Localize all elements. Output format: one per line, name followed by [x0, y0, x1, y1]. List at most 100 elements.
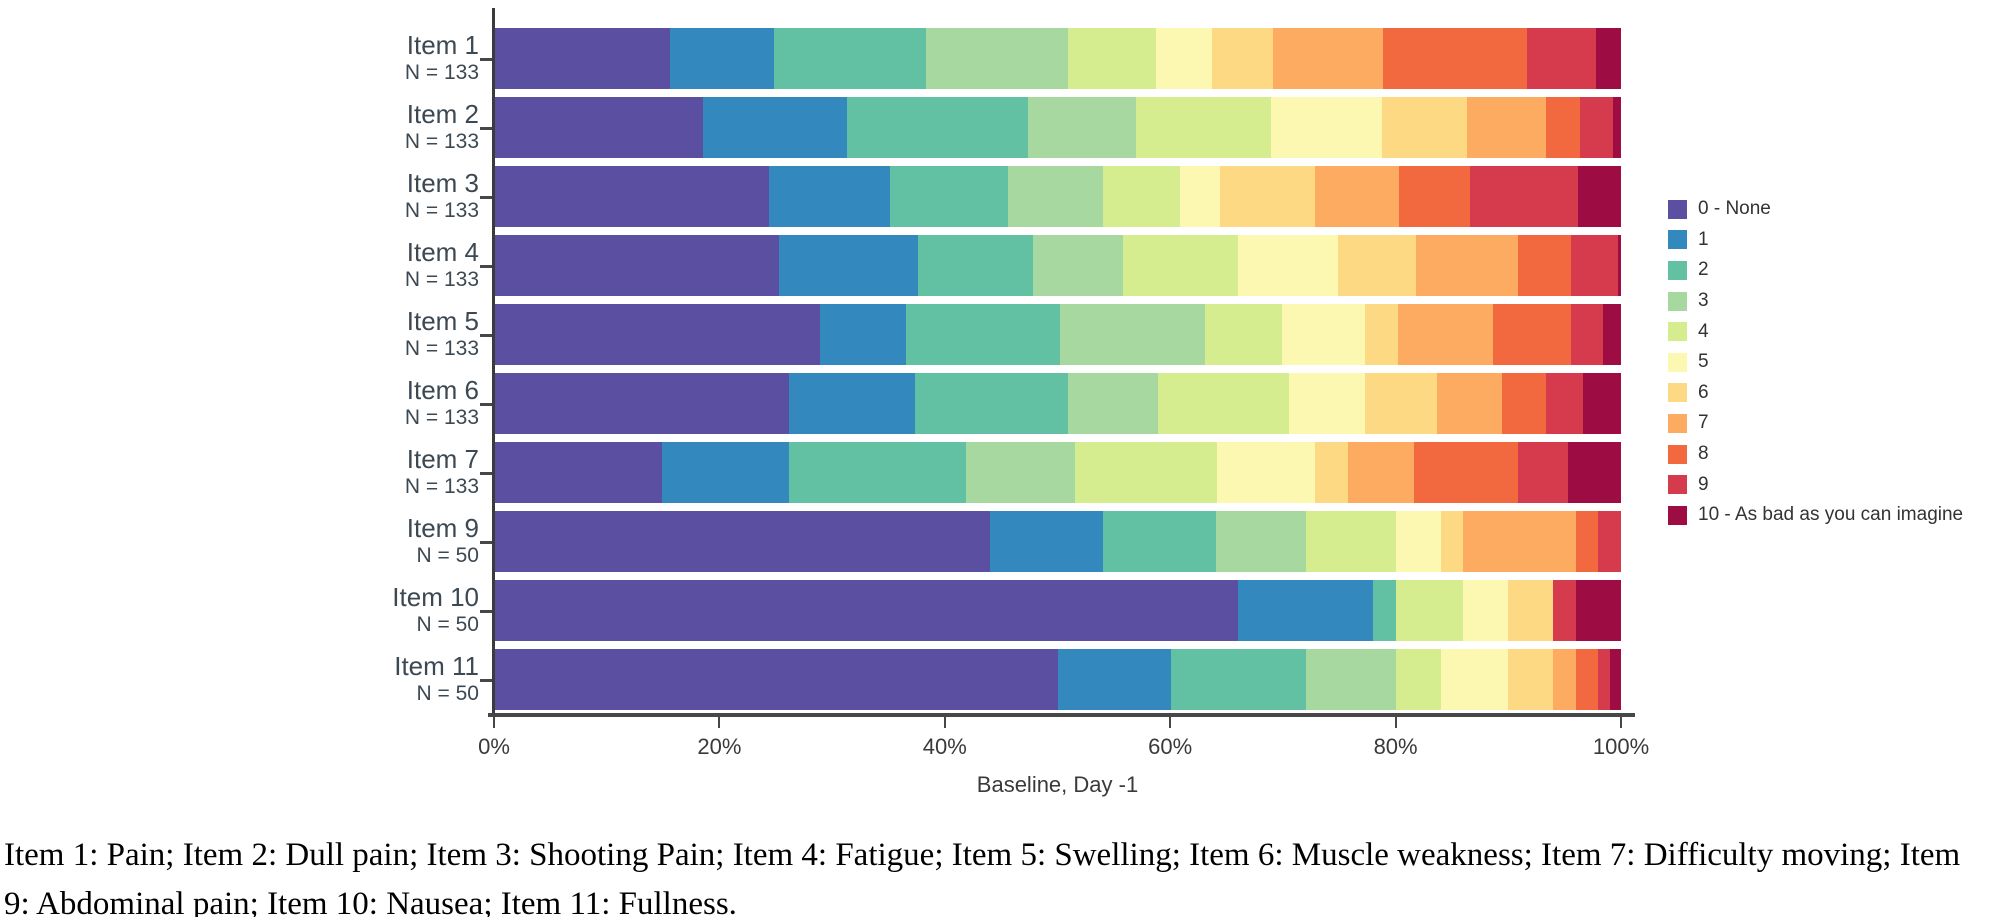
y-axis-tick: [480, 678, 493, 682]
row-item-name: Item 3: [406, 168, 479, 198]
legend-label: 4: [1698, 320, 1709, 342]
bar-segment-score-1: [778, 235, 919, 296]
legend-swatch: [1668, 260, 1687, 280]
bar-segment-score-0: [495, 649, 1058, 710]
bar-segment-score-5: [1216, 442, 1315, 503]
row-item-name: Item 6: [406, 375, 479, 405]
stacked-bar: [495, 97, 1621, 158]
bar-segment-score-3: [1008, 166, 1103, 227]
bar-segment-score-7: [1463, 511, 1576, 572]
bar-segment-score-7: [1273, 28, 1384, 89]
bar-segment-score-0: [495, 166, 769, 227]
row-item-name: Item 10: [392, 582, 479, 612]
bar-segment-score-9: [1598, 649, 1610, 710]
bar-segment-score-4: [1158, 373, 1289, 434]
bar-segment-score-0: [495, 511, 991, 572]
bar-segment-score-10: [1602, 304, 1621, 365]
legend-entry: 0 - None: [1668, 194, 1963, 225]
bar-segment-score-6: [1365, 373, 1438, 434]
legend-label: 0 - None: [1698, 198, 1771, 220]
bar-segment-score-4: [1395, 580, 1464, 641]
x-axis-tick: [1620, 717, 1622, 728]
bar-segment-score-3: [1027, 97, 1136, 158]
bar-segment-score-10: [1578, 166, 1621, 227]
stacked-bar: [495, 649, 1621, 710]
bar-segment-score-2: [1373, 580, 1396, 641]
x-axis-line: [488, 713, 1635, 717]
legend-entry: 3: [1668, 286, 1963, 317]
bar-segment-score-1: [768, 166, 891, 227]
bar-segment-score-6: [1365, 304, 1398, 365]
legend-entry: 2: [1668, 255, 1963, 286]
bar-segment-score-1: [703, 97, 848, 158]
bar-segment-score-7: [1437, 373, 1502, 434]
stacked-bar: [495, 511, 1621, 572]
bar-segment-score-3: [1060, 304, 1206, 365]
bar-segment-score-2: [890, 166, 1009, 227]
bar-segment-score-5: [1282, 304, 1366, 365]
bar-segment-score-10: [1582, 373, 1621, 434]
bar-segment-score-0: [495, 97, 704, 158]
bar-segment-score-8: [1383, 28, 1528, 89]
bar-segment-score-0: [495, 442, 662, 503]
legend-entry: 8: [1668, 439, 1963, 470]
bar-segment-score-3: [1215, 511, 1306, 572]
stacked-bar: [495, 442, 1621, 503]
legend-swatch: [1668, 413, 1687, 433]
bar-segment-score-1: [1238, 580, 1374, 641]
bar-segment-score-9: [1518, 442, 1568, 503]
row-item-name: Item 7: [406, 444, 479, 474]
legend-label: 9: [1698, 473, 1709, 495]
bar-segment-score-0: [495, 235, 779, 296]
bar-segment-score-1: [990, 511, 1104, 572]
y-axis-tick: [480, 333, 493, 337]
bar-segment-score-6: [1382, 97, 1467, 158]
bar-segment-score-7: [1314, 166, 1400, 227]
bar-segment-score-7: [1553, 649, 1576, 710]
legend-label: 6: [1698, 381, 1709, 403]
legend-swatch: [1668, 505, 1687, 525]
bar-segment-score-1: [820, 304, 906, 365]
stacked-bar: [495, 580, 1621, 641]
bar-segment-score-5: [1179, 166, 1221, 227]
bar-segment-score-4: [1395, 649, 1441, 710]
bar-segment-score-5: [1463, 580, 1509, 641]
bar-segment-score-1: [661, 442, 789, 503]
stacked-bar: [495, 304, 1621, 365]
bar-segment-score-5: [1288, 373, 1366, 434]
legend-entry: 4: [1668, 316, 1963, 347]
bar-segment-score-7: [1397, 304, 1493, 365]
bar-segment-score-2: [847, 97, 1028, 158]
stacked-bar: [495, 373, 1621, 434]
bar-segment-score-2: [1103, 511, 1216, 572]
bar-segment-score-5: [1270, 97, 1383, 158]
y-axis-line: [492, 8, 495, 715]
row-n-label: N = 50: [416, 682, 479, 705]
bar-segment-score-9: [1598, 511, 1621, 572]
row-label: Item 10 N = 50: [0, 580, 479, 649]
bar-segment-score-10: [1575, 580, 1621, 641]
bar-segment-score-2: [905, 304, 1061, 365]
bar-segment-score-8: [1492, 304, 1572, 365]
bar-segment-score-10: [1568, 442, 1621, 503]
legend-label: 5: [1698, 351, 1709, 373]
legend-entry: 6: [1668, 378, 1963, 409]
legend-swatch: [1668, 199, 1687, 219]
bar-segment-score-4: [1074, 442, 1217, 503]
row-n-label: N = 133: [404, 268, 479, 291]
legend-swatch: [1668, 322, 1687, 342]
bar-segment-score-6: [1338, 235, 1417, 296]
x-axis-tick: [1394, 717, 1397, 728]
x-axis-title: Baseline, Day -1: [976, 772, 1139, 797]
bar-segment-score-2: [774, 28, 927, 89]
stacked-bar: [495, 235, 1621, 296]
y-axis-tick: [480, 402, 493, 406]
stacked-bar: [495, 28, 1621, 89]
y-axis-tick: [480, 126, 493, 130]
legend-swatch: [1668, 230, 1687, 250]
